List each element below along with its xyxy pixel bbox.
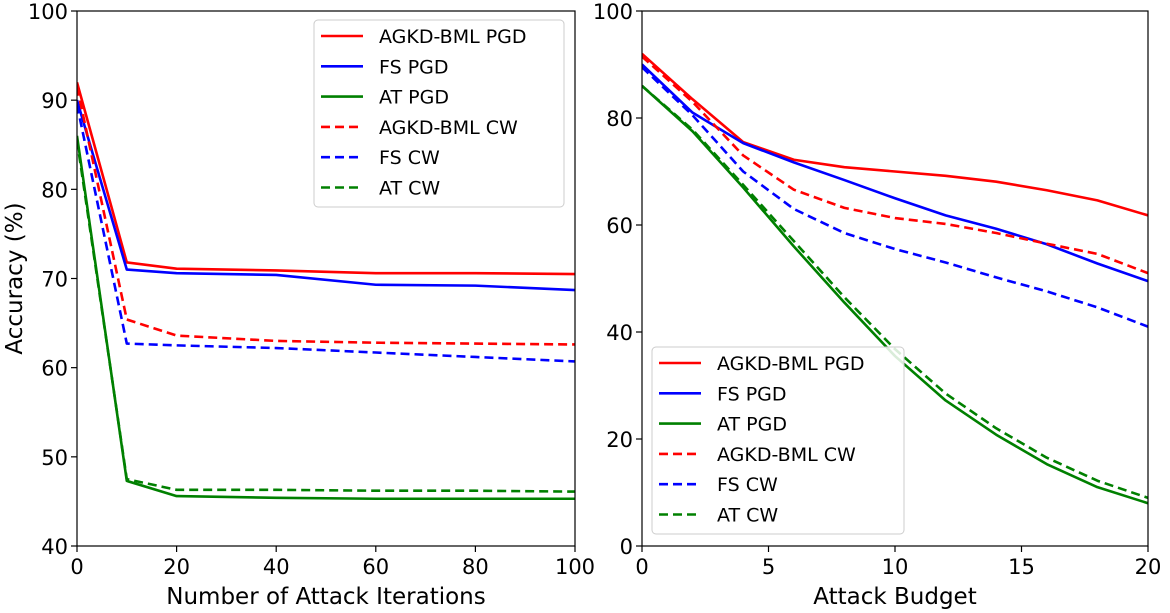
y-tick-label: 20 xyxy=(606,428,633,452)
legend-label: AGKD-BML PGD xyxy=(379,26,527,48)
x-tick-label: 15 xyxy=(1008,555,1035,579)
series-line-fs-cw xyxy=(642,66,1148,328)
series-line-agkd-bml-cw xyxy=(642,55,1148,275)
series-group xyxy=(642,52,1148,505)
legend-label: AGKD-BML CW xyxy=(379,117,518,139)
y-tick-label: 70 xyxy=(41,268,68,292)
y-tick-label: 40 xyxy=(41,535,68,559)
legend: AGKD-BML PGD FS PGD AT PGD AGKD-BML CW FS CW… xyxy=(651,346,905,535)
series-line-at-cw xyxy=(77,140,575,493)
series-line-agkd-bml-cw xyxy=(77,86,575,346)
x-axis-label: Number of Attack Iterations xyxy=(166,584,485,610)
legend-label: AGKD-BML CW xyxy=(717,444,856,466)
y-tick-label: 60 xyxy=(41,357,68,381)
x-tick-label: 0 xyxy=(635,555,648,579)
series-line-agkd-bml-pgd xyxy=(77,81,575,276)
series-line-at-pgd xyxy=(77,135,575,501)
legend-box xyxy=(651,346,905,535)
legend-label: AT CW xyxy=(379,178,440,200)
y-tick-label: 80 xyxy=(606,107,633,131)
legend-label: FS CW xyxy=(379,147,440,169)
legend: AGKD-BML PGD FS PGD AT PGD AGKD-BML CW FS CW… xyxy=(313,19,565,208)
legend-label: AT CW xyxy=(717,505,778,527)
y-tick-label: 0 xyxy=(620,535,633,559)
x-tick-label: 20 xyxy=(1135,555,1162,579)
legend-label: AT PGD xyxy=(717,414,787,436)
series-line-agkd-bml-pgd xyxy=(642,52,1148,217)
series-line-fs-pgd xyxy=(77,99,575,292)
legend-label: FS PGD xyxy=(379,56,449,78)
y-tick-label: 60 xyxy=(606,214,633,238)
y-tick-label: 50 xyxy=(41,446,68,470)
legend-label: AGKD-BML PGD xyxy=(717,353,865,375)
x-tick-label: 10 xyxy=(882,555,909,579)
series-group xyxy=(77,81,575,501)
legend-label: AT PGD xyxy=(379,87,449,109)
x-tick-label: 60 xyxy=(362,555,389,579)
y-tick-label: 90 xyxy=(41,89,68,113)
y-tick-label: 100 xyxy=(593,0,633,24)
legend-label: FS CW xyxy=(717,474,778,496)
y-tick-label: 40 xyxy=(606,321,633,345)
x-axis-label: Attack Budget xyxy=(813,584,976,610)
y-tick-label: 80 xyxy=(41,178,68,202)
x-tick-label: 40 xyxy=(263,555,290,579)
series-line-fs-cw xyxy=(77,104,575,363)
legend-label: FS PGD xyxy=(717,383,787,405)
x-tick-label: 80 xyxy=(462,555,489,579)
chart-1: 0 20 40 60 80 100 40 50 60 70 80 90 100 Number of Att… xyxy=(2,0,595,610)
legend-box xyxy=(313,19,565,208)
chart-2: 0 5 10 15 20 0 20 40 60 80 100 Attack Budget AGKD-BM… xyxy=(593,0,1161,610)
x-tick-label: 5 xyxy=(762,555,775,579)
series-line-fs-pgd xyxy=(642,63,1148,283)
x-tick-label: 20 xyxy=(163,555,190,579)
x-tick-label: 0 xyxy=(70,555,83,579)
y-axis-label: Accuracy (%) xyxy=(2,202,28,354)
y-tick-label: 100 xyxy=(28,0,68,24)
x-tick-label: 100 xyxy=(555,555,595,579)
